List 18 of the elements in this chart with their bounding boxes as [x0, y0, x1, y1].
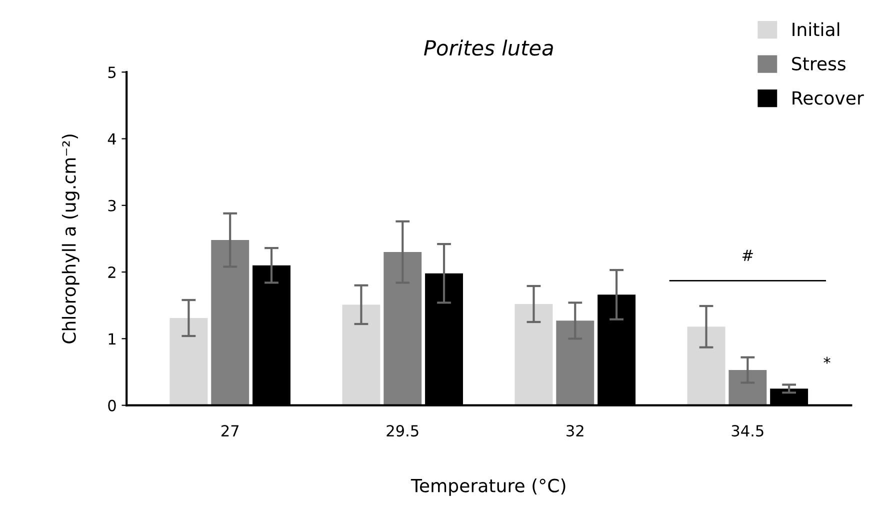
y-tick-label: 3: [108, 200, 116, 212]
annotation: #: [742, 250, 753, 261]
y-tick-label: 2: [108, 266, 116, 278]
legend-label: Recover: [792, 91, 864, 105]
x-axis-title: Temperature (°C): [410, 478, 566, 496]
y-axis-title: Chlorophyll a (ug.cm⁻²): [62, 134, 80, 344]
annotation: *: [824, 356, 830, 364]
x-tick-label: 29.5: [386, 425, 418, 437]
y-tick-label: 0: [108, 400, 116, 412]
legend-label: Initial: [792, 22, 840, 36]
legend-label: Stress: [792, 56, 846, 70]
x-tick-label: 32: [566, 425, 584, 437]
x-tick-label: 34.5: [732, 425, 764, 437]
y-tick-label: 4: [108, 133, 116, 145]
x-tick-label: 27: [221, 425, 239, 436]
y-tick-label: 1: [108, 333, 116, 344]
y-tick-label: 5: [108, 66, 116, 78]
chart-title: Porites lutea: [424, 40, 553, 56]
